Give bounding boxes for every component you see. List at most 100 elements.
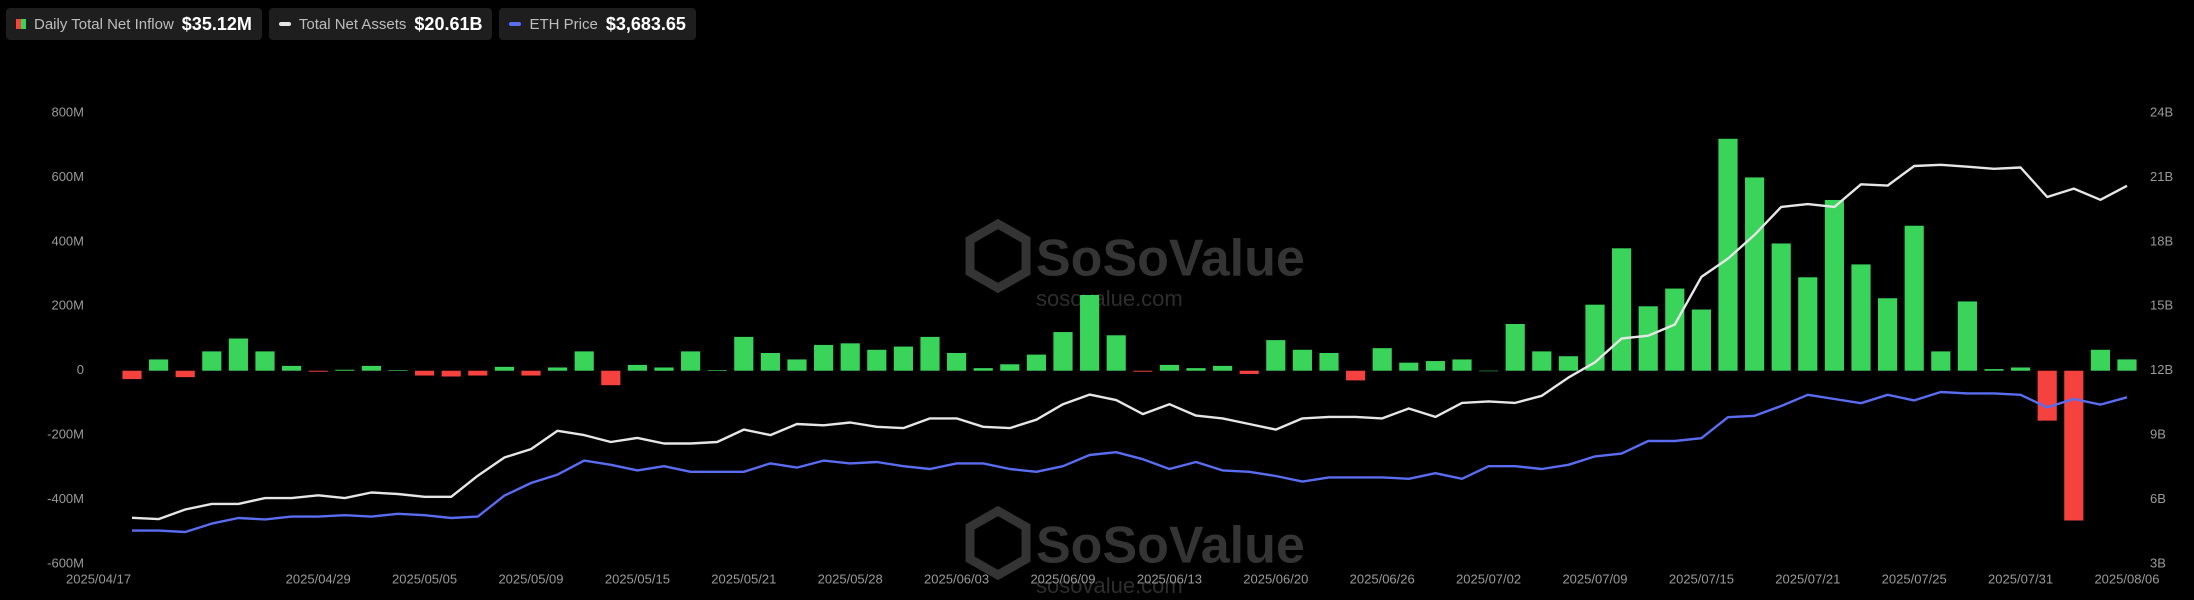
watermark-text: SoSoValue	[1036, 230, 1305, 288]
bar	[1585, 304, 1605, 371]
y-tick-label: -600M	[47, 555, 84, 570]
y2-tick-label: 3B	[2150, 555, 2166, 570]
y2-tick-label: 15B	[2150, 298, 2173, 313]
bar	[361, 365, 381, 371]
y-tick-label: 600M	[51, 169, 84, 184]
bar	[388, 370, 408, 371]
watermark-text: SoSoValue	[1036, 517, 1305, 575]
bar	[2064, 370, 2084, 521]
bar	[1425, 361, 1445, 371]
bar	[627, 364, 647, 371]
bar	[1824, 199, 1844, 371]
x-tick-label: 2025/06/09	[1030, 571, 1095, 586]
bar	[760, 352, 780, 371]
bar	[1532, 351, 1552, 371]
watermark-logo	[965, 505, 1031, 581]
bar	[2090, 349, 2110, 371]
bar	[441, 370, 461, 377]
bar	[1771, 243, 1791, 371]
bar	[814, 344, 834, 371]
bar	[601, 370, 621, 386]
y2-tick-label: 18B	[2150, 233, 2173, 248]
x-tick-label: 2025/05/15	[605, 571, 670, 586]
legend-value: $20.61B	[414, 13, 483, 34]
bar	[2117, 359, 2137, 371]
x-tick-label: 2025/07/15	[1669, 571, 1734, 586]
bar	[734, 336, 754, 371]
legend-value: $3,683.65	[605, 13, 686, 34]
bar	[1558, 356, 1578, 371]
x-tick-label: 2025/06/03	[924, 571, 989, 586]
bar	[1319, 352, 1339, 371]
y-tick-label: -400M	[47, 491, 84, 506]
x-tick-label: 2025/07/31	[1988, 571, 2053, 586]
legend-swatch	[509, 22, 522, 26]
watermark-logo	[965, 218, 1031, 294]
bar	[1186, 368, 1206, 371]
bar	[840, 343, 860, 371]
bar	[548, 367, 568, 371]
bar	[574, 351, 594, 371]
bar	[1213, 365, 1233, 371]
watermark-url: sosovalue.com	[1036, 573, 1183, 598]
bar	[1505, 324, 1525, 371]
watermark-url: sosovalue.com	[1036, 286, 1183, 311]
bar	[787, 359, 807, 371]
bar	[973, 368, 993, 371]
bar	[1957, 301, 1977, 371]
x-tick-label: 2025/07/21	[1775, 571, 1840, 586]
legend-swatch	[278, 22, 291, 26]
bar	[202, 351, 222, 371]
x-tick-label: 2025/06/20	[1243, 571, 1308, 586]
bar	[1346, 370, 1366, 381]
bar	[1133, 370, 1153, 372]
x-tick-label: 2025/04/17	[66, 571, 131, 586]
bar	[175, 370, 195, 378]
bar	[335, 369, 355, 371]
bar	[1612, 248, 1632, 371]
bar	[468, 370, 488, 376]
bar	[1159, 364, 1179, 371]
bar	[149, 359, 169, 371]
x-tick-label: 2025/07/09	[1562, 571, 1627, 586]
x-tick-label: 2025/06/26	[1350, 571, 1415, 586]
y2-tick-label: 9B	[2150, 427, 2166, 442]
legend-item: Total Net Assets $20.61B	[268, 8, 493, 40]
bar	[122, 370, 142, 380]
y2-tick-label: 21B	[2150, 169, 2173, 184]
x-tick-label: 2025/07/25	[1882, 571, 1947, 586]
x-tick-label: 2025/08/06	[2094, 571, 2159, 586]
bar	[1372, 348, 1392, 371]
y-tick-label: 200M	[51, 298, 84, 313]
bar	[2011, 367, 2031, 371]
y-tick-label: -200M	[47, 427, 84, 442]
y-tick-label: 0	[77, 362, 84, 377]
x-tick-label: 2025/05/09	[498, 571, 563, 586]
line-1	[131, 163, 2128, 521]
legend-swatch	[16, 19, 26, 29]
bar	[1745, 177, 1765, 371]
bar	[1638, 306, 1658, 371]
bar	[1292, 349, 1312, 371]
bar	[1718, 138, 1738, 371]
bar	[1399, 362, 1419, 371]
y2-tick-label: 6B	[2150, 491, 2166, 506]
bar	[1798, 277, 1818, 371]
bar	[1851, 264, 1871, 371]
bar	[1878, 298, 1898, 371]
legend-item: Daily Total Net Inflow $35.12M	[6, 8, 262, 40]
y2-tick-label: 12B	[2150, 362, 2173, 377]
bar	[521, 370, 541, 376]
bar	[255, 351, 275, 371]
legend-value: $35.12M	[181, 13, 252, 34]
watermark: SoSoValue sosovalue.com SoSoValue sosova…	[965, 218, 1305, 598]
bar	[2037, 370, 2057, 421]
bar	[494, 366, 514, 371]
bar	[282, 365, 302, 371]
line-2	[132, 390, 2128, 534]
bar	[1080, 295, 1100, 371]
legend-label: Total Net Assets	[298, 15, 407, 33]
bar	[1266, 340, 1286, 371]
